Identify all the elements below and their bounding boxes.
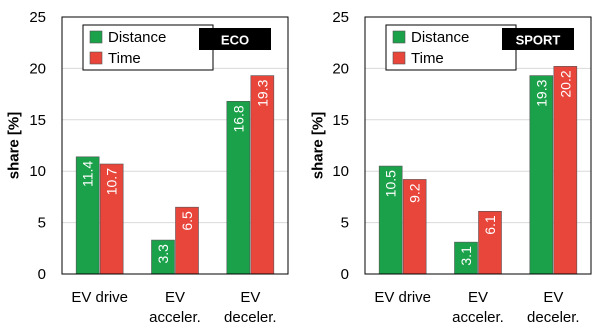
legend-swatch-distance [89, 30, 103, 44]
plot-frame [61, 16, 289, 275]
plot-frame [364, 16, 592, 275]
data-label: 20.2 [557, 70, 573, 97]
data-label: 10.5 [383, 170, 399, 197]
y-tick-label: 0 [341, 266, 349, 283]
legend: Distance Time [385, 24, 517, 71]
data-label: 6.1 [482, 215, 498, 235]
data-label: 19.3 [254, 79, 270, 106]
data-label: 3.1 [458, 246, 474, 266]
y-tick-label: 20 [29, 60, 46, 77]
y-tick-label: 20 [332, 60, 349, 77]
legend-label-time: Time [108, 50, 141, 67]
mode-badge-label: SPORT [516, 33, 561, 48]
data-label: 6.5 [179, 211, 195, 231]
legend-label-distance: Distance [411, 29, 469, 46]
y-tick-label: 5 [38, 215, 46, 232]
x-tick-label: EV [468, 289, 488, 306]
x-tick-label: acceler. [149, 309, 201, 326]
data-label: 19.3 [533, 79, 549, 106]
y-axis-title: share [%] [6, 112, 23, 180]
x-tick-label: EV drive [374, 289, 431, 306]
chart-panel-1: 0 5 10 15 20 25 share [%] 11.4 10.7 EV drive 3.3 6.… [6, 9, 289, 326]
x-tick-label: EV [543, 289, 563, 306]
legend-label-distance: Distance [108, 29, 166, 46]
y-tick-label: 10 [29, 163, 46, 180]
x-tick-label: deceler. [224, 309, 277, 326]
data-label: 3.3 [155, 244, 171, 264]
x-tick-label: EV [165, 289, 185, 306]
y-axis-title: share [%] [310, 112, 327, 180]
data-label: 16.8 [230, 105, 246, 132]
legend-swatch-time [392, 51, 406, 65]
legend-swatch-time [89, 51, 103, 65]
y-tick-label: 5 [341, 215, 349, 232]
legend-box [82, 24, 214, 71]
legend: Distance Time [82, 24, 214, 71]
mode-badge [199, 28, 271, 50]
y-tick-label: 15 [332, 112, 349, 129]
x-tick-label: deceler. [527, 309, 580, 326]
data-label: 10.7 [104, 168, 120, 195]
x-tick-label: EV [240, 289, 260, 306]
legend-label-time: Time [411, 50, 444, 67]
data-label: 9.2 [407, 183, 423, 203]
mode-badge-label: ECO [221, 33, 249, 48]
x-tick-label: acceler. [452, 309, 504, 326]
data-label: 11.4 [80, 161, 96, 187]
y-tick-label: 15 [29, 112, 46, 129]
mode-badge [502, 28, 574, 50]
x-tick-label: EV drive [71, 289, 128, 306]
legend-swatch-distance [392, 30, 406, 44]
y-tick-label: 25 [332, 9, 349, 26]
y-tick-label: 25 [29, 9, 46, 26]
y-tick-label: 0 [38, 266, 46, 283]
y-tick-label: 10 [332, 163, 349, 180]
chart-panel-2: 0 5 10 15 20 25 share [%] 10.5 9.2 EV drive 3.1 6.1… [310, 9, 592, 326]
